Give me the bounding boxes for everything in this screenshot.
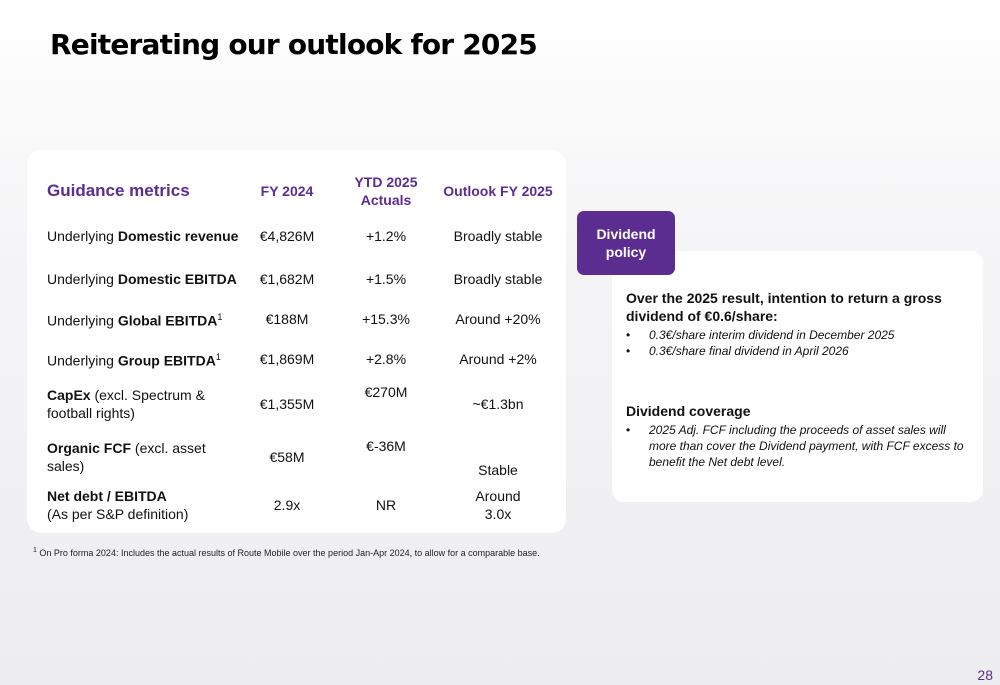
bullet-item: • 0.3€/share interim dividend in December…	[626, 327, 971, 343]
ytd2025-cell: +15.3%	[362, 311, 410, 327]
header-outlook: Outlook FY 2025	[443, 183, 553, 199]
table-row: Underlying Group EBITDA1 €1,869M +2.8% Arou…	[47, 341, 555, 377]
ytd2025-cell: +2.8%	[365, 351, 407, 367]
outlook-cell: ~€1.3bn	[472, 396, 524, 412]
fy2024-cell: €58M	[269, 449, 305, 465]
metric-cell: Organic FCF (excl. asset sales)	[47, 431, 243, 483]
table-row: Organic FCF (excl. asset sales) €58M €-36M…	[47, 431, 555, 483]
bullet-item: • 0.3€/share final dividend in April 2026	[626, 343, 971, 359]
table-row: Underlying Domestic revenue €4,826M +1.2% B…	[47, 212, 555, 260]
guidance-table-card: Guidance metrics FY 2024 YTD 2025 Actual…	[27, 150, 566, 533]
footnote-text: On Pro forma 2024: Includes the actual r…	[36, 548, 540, 558]
metric-prefix: Underlying	[47, 312, 118, 329]
metric-footnote-marker: 1	[217, 312, 223, 323]
metric-cell: Underlying Group EBITDA1	[47, 341, 243, 377]
metric-footnote-marker: 1	[215, 352, 221, 363]
metric-qualifier: (excl. asset sales)	[47, 440, 206, 474]
header-guidance-metrics: Guidance metrics	[47, 181, 190, 200]
fy2024-cell: €188M	[265, 311, 309, 327]
bullet-text: 0.3€/share interim dividend in December …	[649, 328, 895, 342]
guidance-table: Guidance metrics FY 2024 YTD 2025 Actual…	[47, 170, 555, 527]
outlook-cell: Around 3.0x	[475, 488, 521, 522]
dividend-intro: Over the 2025 result, intention to retur…	[626, 290, 942, 324]
fy2024-cell: €4,826M	[259, 228, 315, 244]
coverage-title: Dividend coverage	[626, 403, 751, 419]
dividend-card: Over the 2025 result, intention to retur…	[612, 251, 983, 502]
table-header-row: Guidance metrics FY 2024 YTD 2025 Actual…	[47, 170, 555, 212]
metric-cell: Underlying Domestic EBITDA	[47, 260, 243, 297]
header-ytd2025: YTD 2025 Actuals	[354, 174, 418, 208]
bullet-text: 0.3€/share final dividend in April 2026	[649, 344, 849, 358]
fy2024-cell: €1,869M	[259, 351, 315, 367]
header-fy2024: FY 2024	[260, 183, 314, 199]
ytd2025-cell: +1.2%	[365, 228, 407, 244]
metric-name: Group EBITDA	[117, 352, 216, 369]
ytd2025-cell: €270M	[364, 384, 408, 400]
outlook-cell: Stable	[478, 462, 518, 478]
ytd2025-cell: €-36M	[366, 438, 406, 454]
bullet-marker: •	[626, 344, 631, 358]
metric-cell: Net debt / EBITDA (As per S&P definition)	[47, 483, 243, 527]
metric-name: Domestic revenue	[117, 228, 239, 244]
dividend-policy-tab: Dividend policy	[577, 211, 675, 275]
footnote: 1 On Pro forma 2024: Includes the actual…	[33, 547, 540, 558]
metric-prefix: Underlying	[47, 228, 118, 244]
metric-qualifier: (As per S&P definition)	[47, 506, 189, 522]
ytd2025-cell: NR	[375, 497, 397, 513]
table-row: Underlying Domestic EBITDA €1,682M +1.5% Br…	[47, 260, 555, 297]
metric-qualifier: (excl. Spectrum & football rights)	[47, 387, 205, 421]
outlook-cell: Broadly stable	[453, 228, 543, 244]
metric-cell: Underlying Global EBITDA1	[47, 297, 243, 341]
metric-prefix: Underlying	[47, 270, 118, 287]
outlook-cell: Around +20%	[455, 311, 541, 327]
bullet-item: • 2025 Adj. FCF including the proceeds of…	[626, 422, 971, 470]
page-number: 28	[977, 667, 993, 683]
metric-cell: CapEx (excl. Spectrum & football rights)	[47, 377, 243, 431]
table-row: CapEx (excl. Spectrum & football rights)…	[47, 377, 555, 431]
bullet-marker: •	[626, 423, 631, 437]
outlook-cell: Broadly stable	[453, 270, 543, 287]
table-row: Underlying Global EBITDA1 €188M +15.3% Arou…	[47, 297, 555, 341]
ytd2025-cell: +1.5%	[365, 270, 407, 287]
bullet-text: 2025 Adj. FCF including the proceeds of …	[649, 423, 964, 469]
footnote-marker: 1	[33, 547, 37, 554]
guidance-table-body: Underlying Domestic revenue €4,826M +1.2% B…	[47, 212, 555, 527]
fy2024-cell: €1,355M	[259, 396, 315, 412]
metric-prefix: Underlying	[47, 352, 118, 369]
coverage-bullets: • 2025 Adj. FCF including the proceeds of…	[626, 422, 971, 470]
metric-name: Net debt / EBITDA	[47, 488, 167, 504]
metric-cell: Underlying Domestic revenue	[47, 212, 243, 260]
page-title: Reiterating our outlook for 2025	[50, 28, 538, 61]
metric-name: Domestic EBITDA	[117, 270, 237, 287]
metric-name: Global EBITDA	[117, 312, 218, 329]
dividend-bullets: • 0.3€/share interim dividend in December…	[626, 327, 971, 359]
fy2024-cell: €1,682M	[259, 270, 315, 287]
fy2024-cell: 2.9x	[273, 497, 301, 513]
dividend-policy-label: Dividend policy	[596, 226, 656, 260]
bullet-marker: •	[626, 328, 631, 342]
metric-name: Organic FCF	[47, 440, 132, 456]
table-row: Net debt / EBITDA (As per S&P definition)…	[47, 483, 555, 527]
outlook-cell: Around +2%	[459, 351, 537, 367]
metric-name: CapEx	[47, 387, 91, 403]
